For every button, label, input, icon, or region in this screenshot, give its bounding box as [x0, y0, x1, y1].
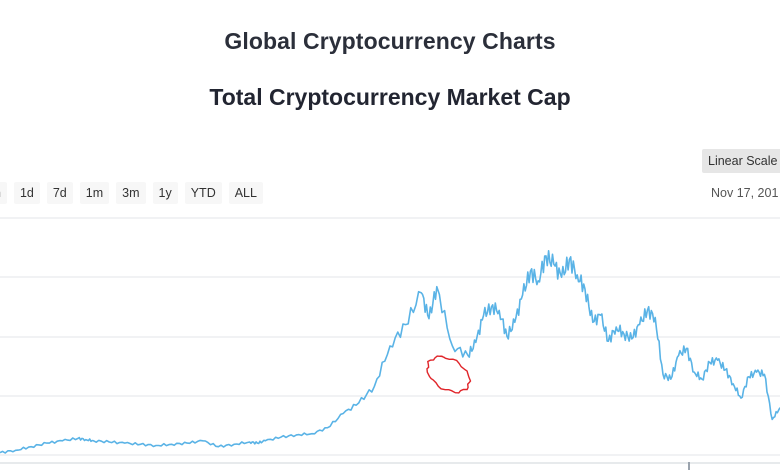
chart-annotation	[426, 355, 472, 394]
range-button-hour[interactable]: h	[0, 182, 7, 204]
annotation-ellipse	[426, 355, 472, 394]
page-title: Global Cryptocurrency Charts	[224, 28, 556, 54]
linear-scale-button[interactable]: Linear Scale	[702, 149, 780, 173]
navigator-handle[interactable]	[688, 462, 690, 470]
range-button-all[interactable]: ALL	[228, 182, 263, 204]
chart-series	[0, 250, 780, 454]
series-line-0	[0, 250, 780, 454]
range-button-1m[interactable]: 1m	[79, 182, 110, 204]
chart-title: Total Cryptocurrency Market Cap	[209, 84, 571, 110]
range-button-3m[interactable]: 3m	[116, 182, 146, 204]
time-range-selector: h 1d 7d 1m 3m 1y YTD ALL	[0, 182, 263, 206]
range-button-ytd[interactable]: YTD	[184, 182, 222, 204]
chart-gridlines	[0, 217, 780, 456]
chart-navigator	[0, 462, 780, 470]
range-button-7d[interactable]: 7d	[46, 182, 73, 204]
range-button-1d[interactable]: 1d	[13, 182, 40, 204]
date-range-label: Nov 17, 201	[711, 186, 779, 200]
range-button-1y[interactable]: 1y	[152, 182, 178, 204]
